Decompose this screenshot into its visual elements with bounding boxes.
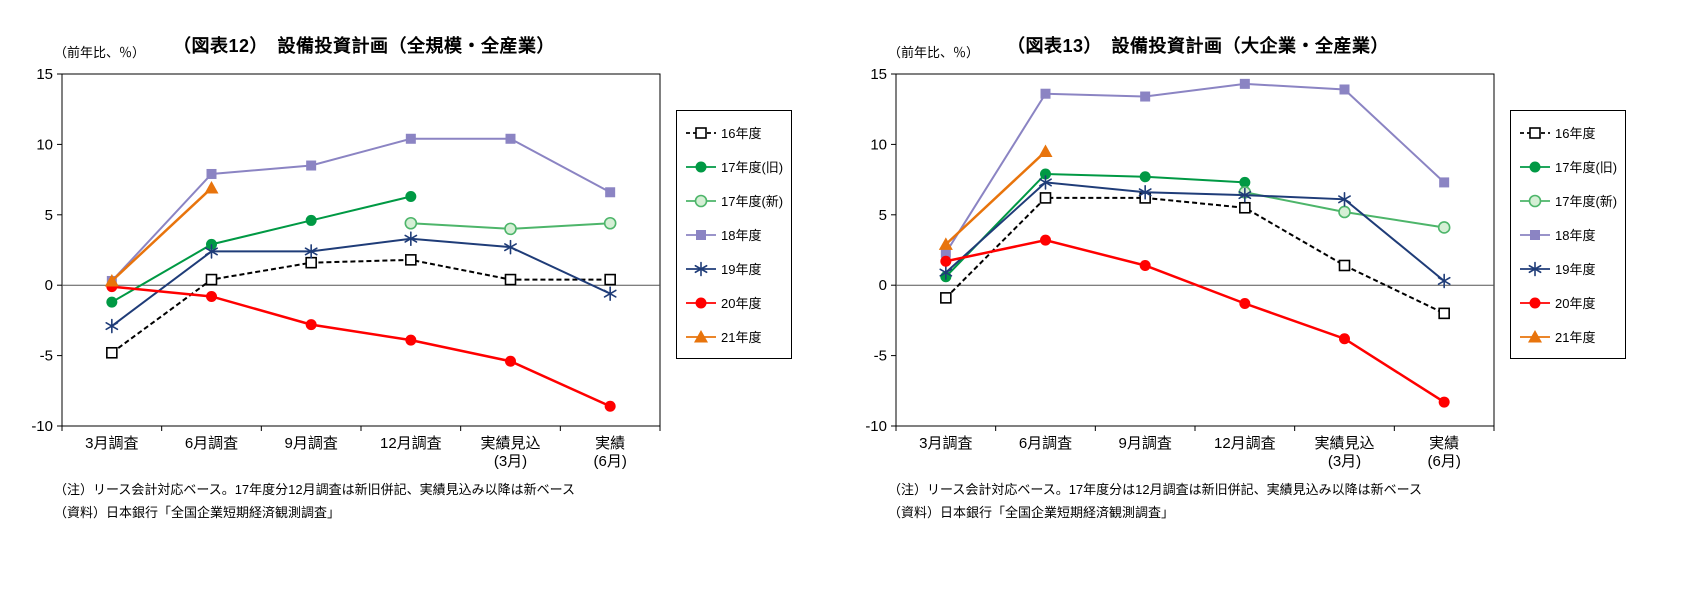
chart-panel-large-enterprises: （前年比、％） （図表13） 設備投資計画（大企業・全産業） 15 10 5 0 -5 -… bbox=[848, 10, 1682, 601]
y-axis-unit-label: （前年比、％） bbox=[54, 45, 146, 60]
svg-text:0: 0 bbox=[45, 277, 53, 294]
chart-source: （資料）日本銀行「全国企業短期経済観測調査」 bbox=[888, 505, 1175, 521]
legend-label: 18年度 bbox=[1555, 228, 1596, 243]
legend-item: 18年度 bbox=[685, 225, 783, 244]
legend-marker-icon bbox=[686, 329, 716, 342]
legend-item: 19年度 bbox=[685, 259, 783, 278]
legend-item: 17年度(新) bbox=[1519, 191, 1617, 210]
chart-note: （注）リース会計対応ベース。17年度分は12月調査は新旧併記、実績見込み以降は新… bbox=[888, 482, 1422, 497]
legend-marker-icon bbox=[1520, 126, 1550, 139]
svg-text:9月調査: 9月調査 bbox=[284, 435, 337, 452]
capex-plan-plot: 15 10 5 0 -5 -10 3月調査 6月調査 9月調査 12月調査 実績見込(3月) 実績(6… bbox=[31, 66, 661, 470]
legend-marker-icon bbox=[686, 229, 716, 240]
legend-item: 20年度 bbox=[685, 293, 783, 312]
legend-marker-icon bbox=[1520, 329, 1550, 342]
chart-panel-all-industries: （前年比、％） （図表12） 設備投資計画（全規模・全産業） 15 10 5 0 -5 -… bbox=[14, 10, 848, 601]
svg-text:実績(6月): 実績(6月) bbox=[1427, 435, 1460, 470]
legend-marker-icon bbox=[1520, 261, 1550, 276]
chart-note: （注）リース会計対応ベース。17年度分12月調査は新旧併記、実績見込み以降は新ベ… bbox=[54, 482, 575, 497]
legend-item: 16年度 bbox=[685, 123, 783, 142]
y-axis-unit-label: （前年比、％） bbox=[888, 45, 980, 60]
chart-body: 15 10 5 0 -5 -10 3月調査 6月調査 9月調査 12月調査 実績見込(3月) 実績(6… bbox=[848, 66, 1682, 478]
legend-item: 16年度 bbox=[1519, 123, 1617, 142]
chart-notes: （注）リース会計対応ベース。17年度分12月調査は新旧併記、実績見込み以降は新ベ… bbox=[54, 478, 848, 525]
svg-text:3月調査: 3月調査 bbox=[85, 435, 138, 452]
svg-text:-10: -10 bbox=[865, 418, 887, 435]
legend-marker-icon bbox=[1520, 161, 1550, 172]
chart-header: （前年比、％） （図表13） 設備投資計画（大企業・全産業） bbox=[848, 10, 1682, 66]
svg-text:-10: -10 bbox=[31, 418, 53, 435]
legend-marker-icon bbox=[686, 297, 716, 308]
svg-text:3月調査: 3月調査 bbox=[919, 435, 972, 452]
svg-text:9月調査: 9月調査 bbox=[1118, 435, 1171, 452]
svg-text:5: 5 bbox=[45, 207, 53, 224]
legend: 16年度 17年度(旧) 17年度(新) 18年度 19年度 20年度 21年度 bbox=[676, 110, 793, 359]
legend-marker-icon bbox=[686, 161, 716, 172]
chart-header: （前年比、％） （図表12） 設備投資計画（全規模・全産業） bbox=[14, 10, 848, 66]
legend-label: 19年度 bbox=[721, 262, 762, 277]
legend-marker-icon bbox=[686, 261, 716, 276]
legend-label: 18年度 bbox=[721, 228, 762, 243]
svg-text:15: 15 bbox=[36, 66, 53, 83]
svg-text:6月調査: 6月調査 bbox=[1019, 435, 1072, 452]
legend-marker-icon bbox=[1520, 229, 1550, 240]
svg-text:6月調査: 6月調査 bbox=[185, 435, 238, 452]
svg-text:実績見込(3月): 実績見込(3月) bbox=[480, 435, 540, 470]
legend-item: 17年度(新) bbox=[685, 191, 783, 210]
legend-marker-icon bbox=[1520, 194, 1550, 207]
chart-body: 15 10 5 0 -5 -10 3月調査 6月調査 9月調査 12月調査 実績見込(3月) 実績(6… bbox=[14, 66, 848, 478]
svg-text:5: 5 bbox=[879, 207, 887, 224]
legend: 16年度 17年度(旧) 17年度(新) 18年度 19年度 20年度 21年度 bbox=[1510, 110, 1627, 359]
legend-marker-icon bbox=[686, 126, 716, 139]
legend-label: 21年度 bbox=[721, 330, 762, 345]
capex-plan-plot: 15 10 5 0 -5 -10 3月調査 6月調査 9月調査 12月調査 実績見込(3月) 実績(6… bbox=[865, 66, 1495, 470]
chart-title: （図表12） 設備投資計画（全規模・全産業） bbox=[172, 36, 556, 56]
legend-label: 17年度(新) bbox=[721, 194, 784, 209]
svg-text:-5: -5 bbox=[874, 348, 887, 365]
legend-label: 19年度 bbox=[1555, 262, 1596, 277]
legend-item: 17年度(旧) bbox=[1519, 157, 1617, 176]
svg-text:-5: -5 bbox=[40, 348, 53, 365]
legend-item: 21年度 bbox=[685, 327, 783, 346]
legend-item: 17年度(旧) bbox=[685, 157, 783, 176]
legend-label: 17年度(新) bbox=[1555, 194, 1618, 209]
legend-label: 17年度(旧) bbox=[721, 160, 784, 175]
legend-marker-icon bbox=[1520, 297, 1550, 308]
legend-label: 20年度 bbox=[721, 296, 762, 311]
legend-label: 16年度 bbox=[721, 126, 762, 141]
svg-text:10: 10 bbox=[870, 136, 887, 153]
svg-text:0: 0 bbox=[879, 277, 887, 294]
legend-item: 21年度 bbox=[1519, 327, 1617, 346]
legend-label: 20年度 bbox=[1555, 296, 1596, 311]
svg-text:12月調査: 12月調査 bbox=[380, 435, 442, 452]
chart-source: （資料）日本銀行「全国企業短期経済観測調査」 bbox=[54, 505, 341, 521]
svg-text:実績見込(3月): 実績見込(3月) bbox=[1314, 435, 1374, 470]
legend-marker-icon bbox=[686, 194, 716, 207]
svg-text:15: 15 bbox=[870, 66, 887, 83]
svg-text:実績(6月): 実績(6月) bbox=[593, 435, 626, 470]
chart-notes: （注）リース会計対応ベース。17年度分は12月調査は新旧併記、実績見込み以降は新… bbox=[888, 478, 1682, 525]
legend-label: 21年度 bbox=[1555, 330, 1596, 345]
svg-text:12月調査: 12月調査 bbox=[1214, 435, 1276, 452]
legend-item: 18年度 bbox=[1519, 225, 1617, 244]
chart-title: （図表13） 設備投資計画（大企業・全産業） bbox=[1006, 36, 1390, 56]
legend-label: 17年度(旧) bbox=[1555, 160, 1618, 175]
legend-item: 20年度 bbox=[1519, 293, 1617, 312]
svg-text:10: 10 bbox=[36, 136, 53, 153]
legend-item: 19年度 bbox=[1519, 259, 1617, 278]
legend-label: 16年度 bbox=[1555, 126, 1596, 141]
